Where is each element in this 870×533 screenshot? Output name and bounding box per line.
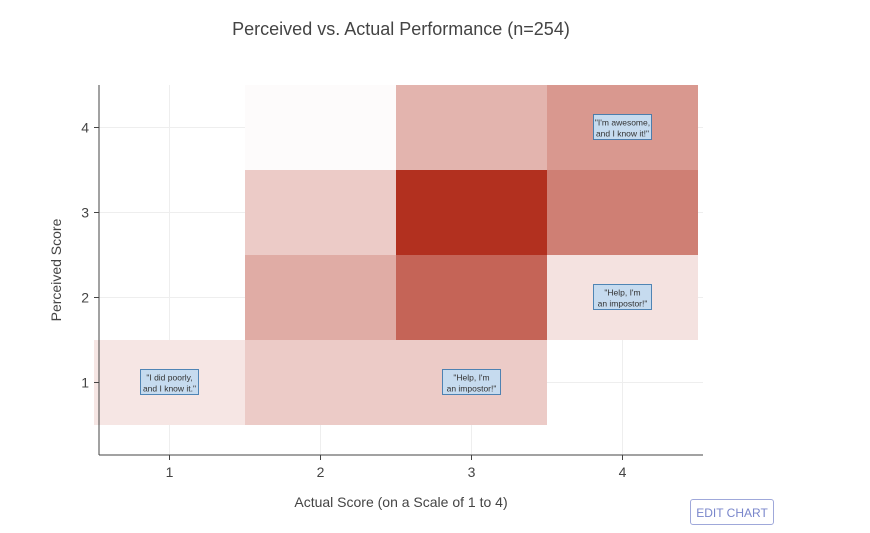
annotation: "Help, I'man impostor!" [593,284,652,310]
annotation-text: "Help, I'm [604,288,640,298]
heatmap-cell [547,170,698,255]
heatmap-cell [245,170,396,255]
heatmap-cell [245,340,396,425]
x-tick-label: 4 [619,464,627,480]
chart-title: Perceived vs. Actual Performance (n=254) [232,19,570,39]
heatmap-cell [396,255,547,340]
heatmap-cell [396,170,547,255]
x-tick-label: 1 [166,464,174,480]
axes: 1 2 3 4 1 2 3 4 [81,85,703,480]
annotation: "I'm awesome,and I know it!" [593,114,652,140]
edit-chart-button[interactable]: EDIT CHART [690,499,774,525]
annotation-text: an impostor!" [598,299,648,309]
annotations: "I did poorly,and I know it.""Help, I'ma… [140,114,652,395]
y-tick-label: 2 [81,290,89,306]
annotation: "I did poorly,and I know it." [140,369,199,395]
y-tick-label: 3 [81,205,89,221]
y-tick-label: 1 [81,375,89,391]
annotation-text: "I did poorly, [146,373,192,383]
annotation-text: and I know it." [143,384,196,394]
annotation-text: "I'm awesome, [595,118,650,128]
y-tick-label: 4 [81,120,89,136]
x-tick-label: 3 [468,464,476,480]
x-tick-label: 2 [317,464,325,480]
x-axis-label: Actual Score (on a Scale of 1 to 4) [294,494,507,510]
heatmap-cell [245,255,396,340]
heatmap-cell [396,85,547,170]
annotation-text: an impostor!" [447,384,497,394]
heatmap-cell [245,85,396,170]
annotation-box [593,114,652,140]
y-axis-label: Perceived Score [48,218,64,321]
annotation-text: and I know it!" [596,129,649,139]
annotation-box [140,369,199,395]
annotation-box [593,284,652,310]
annotation: "Help, I'man impostor!" [442,369,501,395]
annotation-text: "Help, I'm [453,373,489,383]
annotation-box [442,369,501,395]
